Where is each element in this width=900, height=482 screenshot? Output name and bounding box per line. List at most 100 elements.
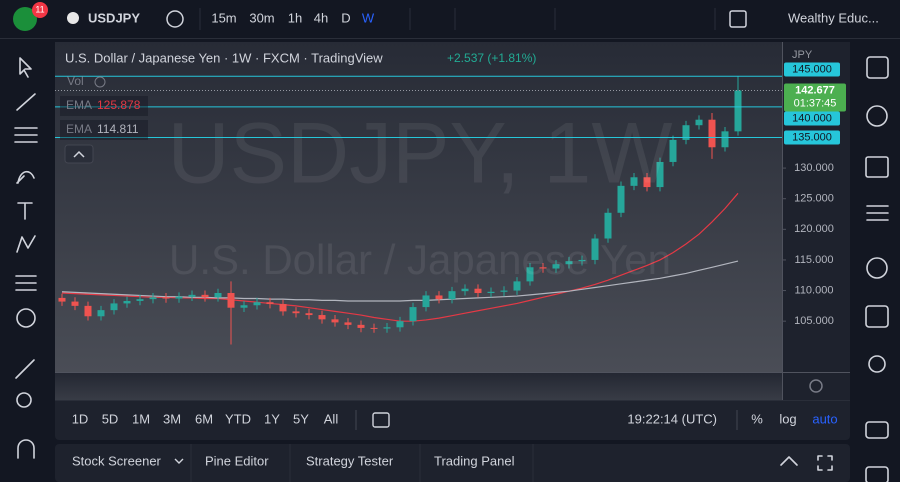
notifications-button[interactable] bbox=[865, 466, 889, 482]
candle-body bbox=[175, 296, 183, 299]
interval-button[interactable]: W bbox=[362, 10, 375, 25]
indicator-name: EMA bbox=[66, 122, 92, 136]
candle-body bbox=[240, 305, 248, 308]
calendar-button[interactable] bbox=[865, 305, 889, 328]
candle-body bbox=[617, 185, 625, 213]
news-button[interactable] bbox=[865, 156, 889, 178]
chart-title: U.S. Dollar / Japanese Yen · 1W · FXCM ·… bbox=[65, 50, 383, 65]
interval-button[interactable]: D bbox=[341, 10, 350, 25]
settings-button[interactable] bbox=[809, 379, 823, 393]
time-axis bbox=[55, 373, 782, 400]
y-tick-label: 120.000 bbox=[794, 223, 834, 235]
go-to-date-button[interactable] bbox=[372, 412, 390, 428]
candle-body bbox=[539, 267, 547, 269]
watermark-symbol: USDJPY, 1W bbox=[168, 106, 673, 202]
range-button[interactable]: All bbox=[324, 411, 339, 426]
tab-dropdown-icon[interactable] bbox=[174, 458, 184, 464]
candle-body bbox=[84, 305, 92, 317]
candle-body bbox=[708, 119, 716, 148]
add-symbol-button[interactable] bbox=[166, 10, 184, 28]
range-button[interactable]: 6M bbox=[195, 411, 213, 426]
indicator-value: 114.811 bbox=[97, 122, 139, 136]
collapse-legend-icon bbox=[73, 150, 85, 158]
candle-body bbox=[383, 327, 391, 329]
candle-body bbox=[136, 299, 144, 301]
icon-tool[interactable] bbox=[16, 308, 36, 328]
interval-button[interactable]: 30m bbox=[249, 10, 274, 25]
candle-body bbox=[682, 125, 690, 140]
range-button[interactable]: 5Y bbox=[293, 411, 309, 426]
range-button[interactable]: 1Y bbox=[264, 411, 280, 426]
collapse-legend-button[interactable] bbox=[64, 144, 94, 164]
fib-tool[interactable] bbox=[14, 127, 38, 143]
candle-body bbox=[695, 119, 703, 126]
candle-body bbox=[279, 304, 287, 312]
candle-body bbox=[331, 319, 339, 323]
volume-label: Vol bbox=[67, 74, 84, 88]
text-tool[interactable] bbox=[17, 202, 33, 220]
top-toolbar bbox=[0, 0, 900, 38]
currency-label[interactable]: JPY bbox=[792, 49, 813, 61]
maximize-panel-button[interactable] bbox=[817, 455, 833, 471]
candle-body bbox=[474, 288, 482, 294]
scale-option[interactable]: auto bbox=[812, 411, 837, 426]
candle-body bbox=[448, 291, 456, 300]
indicator-legend-bg bbox=[60, 96, 148, 116]
zoom-tool[interactable] bbox=[16, 392, 32, 408]
scale-option[interactable]: log bbox=[779, 411, 796, 426]
level-label-box bbox=[784, 62, 840, 77]
notification-badge bbox=[32, 2, 48, 18]
logo[interactable] bbox=[13, 7, 37, 31]
candle-body bbox=[71, 301, 79, 306]
bar-countdown: 01:37:45 bbox=[794, 97, 837, 109]
panel-tab[interactable]: Trading Panel bbox=[434, 453, 515, 468]
interval-button[interactable]: 4h bbox=[314, 10, 328, 25]
range-button[interactable]: YTD bbox=[225, 411, 251, 426]
candle-body bbox=[344, 322, 352, 325]
layout-button[interactable] bbox=[729, 10, 747, 28]
level-label-box bbox=[784, 130, 840, 145]
watchlist-button[interactable] bbox=[866, 56, 889, 79]
ideas-button[interactable] bbox=[868, 355, 886, 373]
candle-body bbox=[487, 291, 495, 294]
cursor-tool[interactable] bbox=[19, 57, 32, 78]
y-tick-label: 110.000 bbox=[795, 284, 834, 296]
range-button[interactable]: 5D bbox=[102, 411, 119, 426]
candle-body bbox=[97, 310, 105, 317]
symbol-name[interactable]: USDJPY bbox=[88, 10, 140, 25]
y-tick-label: 125.000 bbox=[794, 193, 834, 205]
alerts-button[interactable] bbox=[866, 105, 888, 127]
candle-body bbox=[305, 313, 313, 316]
hide-volume-button[interactable] bbox=[94, 76, 106, 88]
candle-body bbox=[188, 294, 196, 297]
pattern-tool[interactable] bbox=[16, 235, 36, 253]
interval-button[interactable]: 15m bbox=[211, 10, 236, 25]
account-name[interactable]: Wealthy Educ... bbox=[788, 10, 879, 25]
indicator-legend-bg bbox=[60, 120, 148, 140]
chats-button[interactable] bbox=[865, 421, 889, 439]
panel-tab[interactable]: Stock Screener bbox=[72, 453, 162, 468]
last-price: 142.677 bbox=[795, 84, 835, 96]
brush-tool[interactable] bbox=[16, 170, 35, 184]
range-button[interactable]: 1M bbox=[132, 411, 150, 426]
data-window-button[interactable] bbox=[866, 205, 889, 221]
notification-count: 11 bbox=[35, 4, 44, 14]
panel-tab[interactable]: Pine Editor bbox=[205, 453, 269, 468]
range-button[interactable]: 3M bbox=[163, 411, 181, 426]
candle-body bbox=[734, 90, 742, 132]
magnet-tool[interactable] bbox=[17, 439, 35, 459]
candle-body bbox=[58, 297, 66, 302]
prediction-tool[interactable] bbox=[15, 275, 37, 291]
range-button[interactable]: 1D bbox=[72, 411, 89, 426]
trend-line-tool[interactable] bbox=[16, 93, 36, 111]
hotlist-button[interactable] bbox=[866, 257, 888, 279]
y-tick-label: 130.000 bbox=[794, 162, 834, 174]
panel-tab[interactable]: Strategy Tester bbox=[306, 453, 394, 468]
interval-button[interactable]: 1h bbox=[288, 10, 302, 25]
measure-tool[interactable] bbox=[15, 359, 35, 379]
scale-option[interactable]: % bbox=[751, 411, 763, 426]
collapse-panel-button[interactable] bbox=[780, 456, 798, 466]
candle-body bbox=[630, 177, 638, 186]
level-label: 135.000 bbox=[792, 131, 832, 143]
candle-body bbox=[110, 303, 118, 311]
